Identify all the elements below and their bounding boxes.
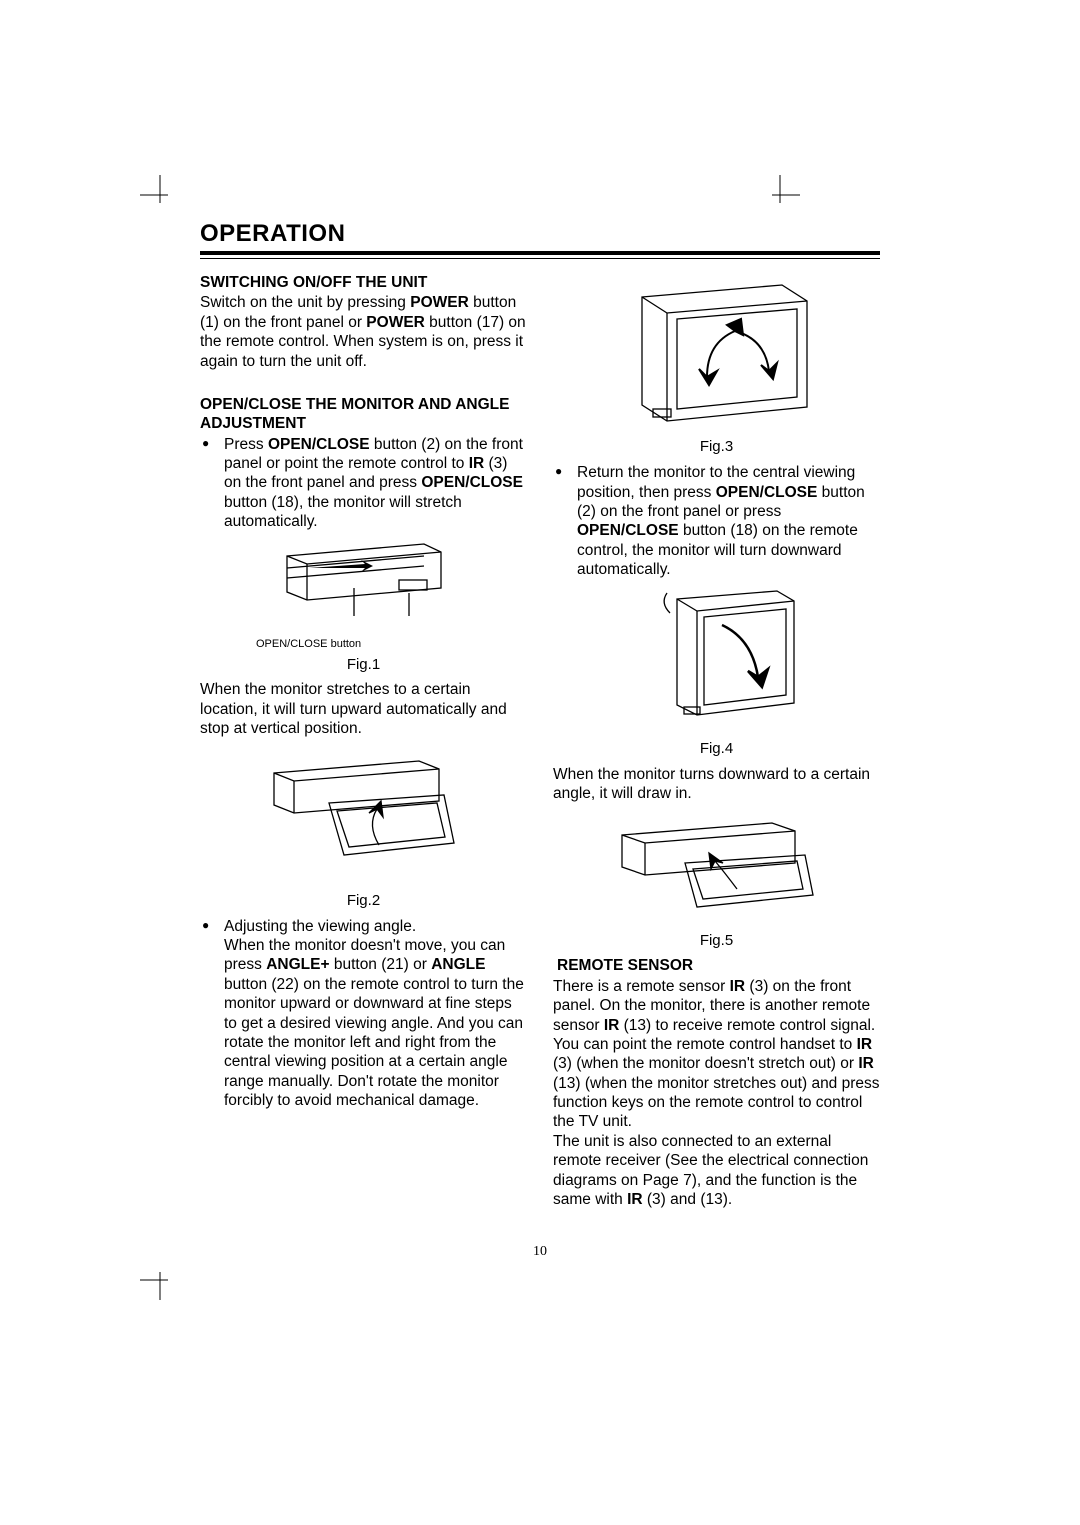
fig3-caption: Fig.3 bbox=[553, 438, 880, 457]
bullet-list-return: Return the monitor to the central viewin… bbox=[553, 463, 880, 579]
fig4-caption: Fig.4 bbox=[553, 740, 880, 759]
bullet-list-openclose: Press OPEN/CLOSE button (2) on the front… bbox=[200, 435, 527, 532]
fig3-svg bbox=[607, 279, 827, 429]
para-remote-sensor-2: The unit is also connected to an externa… bbox=[553, 1132, 880, 1210]
right-column: Fig.3 Return the monitor to the central … bbox=[553, 273, 880, 1209]
para-drawin: When the monitor turns downward to a cer… bbox=[553, 765, 880, 804]
figure-4 bbox=[553, 585, 880, 735]
two-column-layout: SWITCHING ON/OFF THE UNIT Switch on the … bbox=[200, 273, 880, 1209]
page-title: OPERATION bbox=[200, 220, 880, 248]
figure-1: OPEN/CLOSE button bbox=[200, 538, 527, 652]
bullet-adjust-angle: Adjusting the viewing angle. When the mo… bbox=[200, 917, 527, 1111]
para-switching: Switch on the unit by pressing POWER but… bbox=[200, 293, 527, 371]
para-remote-sensor-1: There is a remote sensor IR (3) on the f… bbox=[553, 977, 880, 1132]
title-underline bbox=[200, 251, 880, 259]
crop-mark-top-right bbox=[760, 175, 800, 215]
fig1-caption: Fig.1 bbox=[200, 656, 527, 675]
fig1-label: OPEN/CLOSE button bbox=[256, 638, 527, 652]
fig4-svg bbox=[622, 585, 812, 730]
figure-5 bbox=[553, 817, 880, 927]
fig5-caption: Fig.5 bbox=[553, 932, 880, 951]
page-number: 10 bbox=[533, 1244, 547, 1260]
fig2-svg bbox=[259, 753, 469, 883]
heading-openclose: OPEN/CLOSE THE MONITOR AND ANGLE ADJUSTM… bbox=[200, 395, 527, 434]
bullet-list-angle: Adjusting the viewing angle. When the mo… bbox=[200, 917, 527, 1111]
heading-switching: SWITCHING ON/OFF THE UNIT bbox=[200, 273, 527, 292]
page-content: OPERATION SWITCHING ON/OFF THE UNIT Swit… bbox=[200, 220, 880, 1209]
crop-mark-bottom-left bbox=[140, 1260, 180, 1300]
bullet-return-monitor: Return the monitor to the central viewin… bbox=[553, 463, 880, 579]
heading-remote-sensor: REMOTE SENSOR bbox=[557, 956, 880, 975]
fig1-svg bbox=[269, 538, 459, 633]
figure-3 bbox=[553, 279, 880, 434]
left-column: SWITCHING ON/OFF THE UNIT Switch on the … bbox=[200, 273, 527, 1209]
crop-mark-top-left bbox=[140, 175, 180, 215]
fig5-svg bbox=[607, 817, 827, 922]
bullet-press-openclose: Press OPEN/CLOSE button (2) on the front… bbox=[200, 435, 527, 532]
fig2-caption: Fig.2 bbox=[200, 892, 527, 911]
figure-2 bbox=[200, 753, 527, 888]
para-stretch: When the monitor stretches to a certain … bbox=[200, 680, 527, 738]
